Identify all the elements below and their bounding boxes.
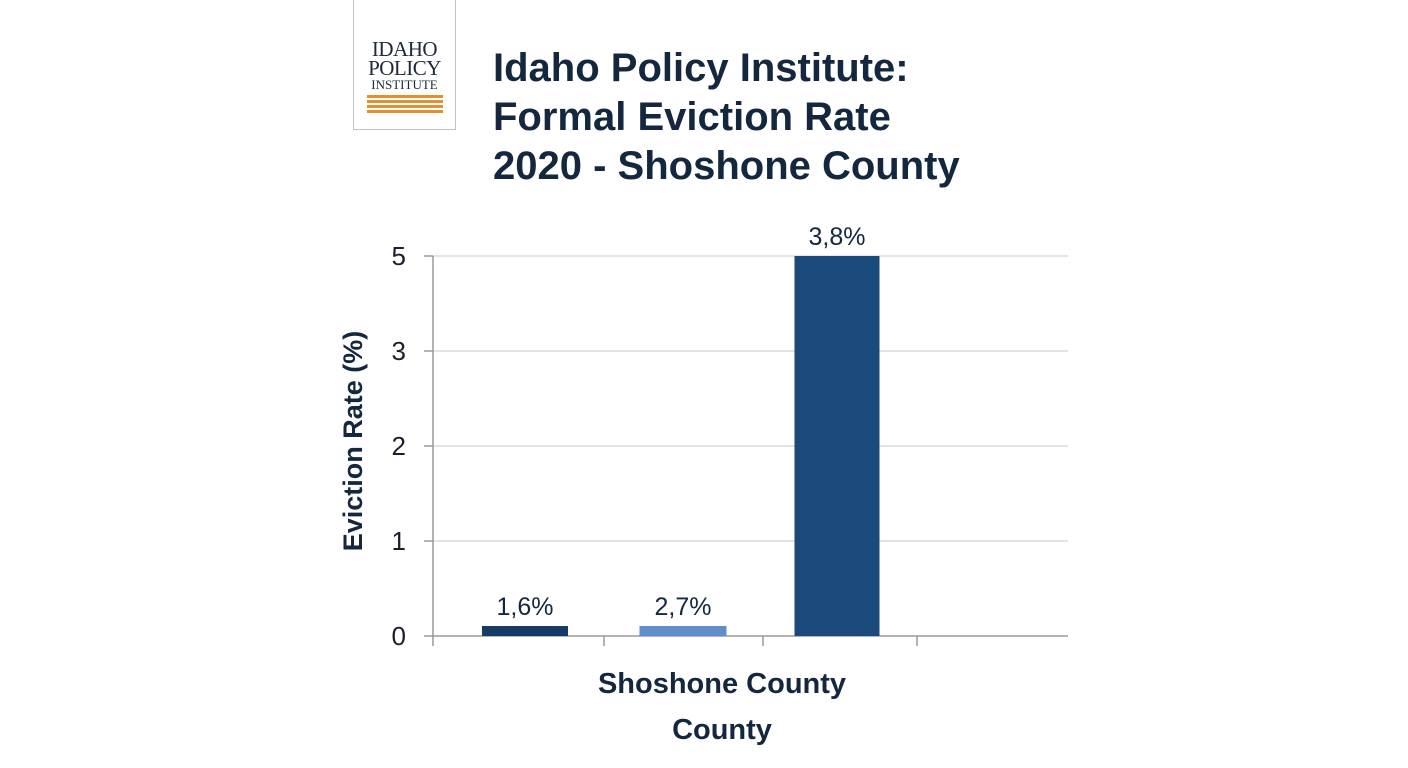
- y-tick-label: 3: [392, 336, 406, 366]
- data-labels: 1,6% 2,7% 3,8%: [497, 223, 866, 621]
- chart-title-line-2: Formal Eviction Rate: [493, 95, 891, 139]
- y-axis-label: Eviction Rate (%): [338, 331, 368, 552]
- y-tick-label: 2: [392, 431, 406, 461]
- chart-title: Idaho Policy Institute: Formal Eviction …: [493, 44, 960, 191]
- chart-title-line-3: 2020 - Shoshone County: [493, 144, 960, 188]
- logo-stripe: [367, 95, 443, 98]
- logo-stripe: [367, 110, 443, 113]
- y-tick-label: 0: [392, 621, 406, 651]
- logo-text-line-3: INSTITUTE: [371, 77, 438, 92]
- x-axis-label-line-2: County: [672, 714, 772, 746]
- bars: [482, 256, 880, 636]
- bar-value-label: 3,8%: [809, 223, 866, 251]
- institute-logo: IDAHO POLICY INSTITUTE: [353, 0, 456, 130]
- bar-value-label: 1,6%: [497, 593, 554, 621]
- bar: [482, 626, 568, 636]
- bar: [794, 256, 880, 636]
- logo-text-line-2: POLICY: [368, 56, 441, 80]
- chart-title-line-1: Idaho Policy Institute:: [493, 46, 909, 90]
- logo-stripe: [367, 105, 443, 108]
- logo-stripe: [367, 100, 443, 103]
- x-axis-label-line-1: Shoshone County: [597, 668, 847, 700]
- logo-text-line-1: IDAHO: [371, 37, 438, 61]
- bar-value-label: 2,7%: [655, 593, 712, 621]
- y-tick-label: 1: [392, 526, 406, 556]
- bar: [639, 626, 727, 636]
- y-tick-label: 5: [392, 241, 406, 271]
- gridlines: [433, 255, 1068, 542]
